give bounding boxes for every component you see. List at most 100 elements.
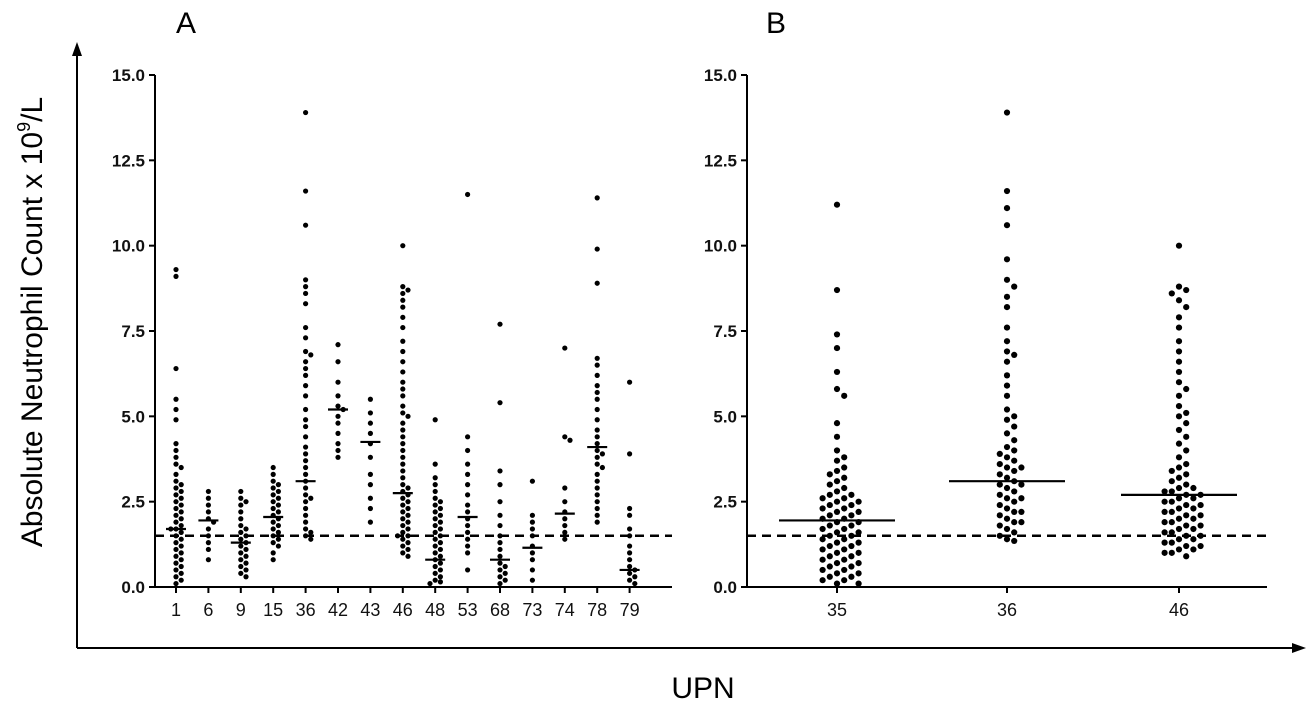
panel-a-data-point — [594, 355, 600, 361]
panel-a-data-point — [178, 563, 184, 570]
panel-b-data-point — [996, 450, 1003, 457]
panel-a-data-point — [303, 492, 309, 498]
panel-a-data-point — [243, 499, 249, 505]
panel-b-data-point — [1183, 304, 1190, 311]
panel-b-y-tick-label: 7.5 — [713, 322, 737, 341]
panel-a-data-point — [400, 543, 406, 549]
panel-a-x-tick-label: 78 — [587, 600, 607, 620]
panel-b-data-point — [848, 573, 855, 580]
panel-a-data-point — [243, 553, 249, 559]
panel-a-data-point — [599, 451, 606, 457]
panel-b-data-point — [1175, 474, 1183, 481]
panel-a-data-point — [632, 574, 638, 580]
panel-a-y-tick-label: 0.0 — [121, 578, 145, 597]
panel-b-data-point — [855, 560, 862, 567]
panel-a-data-point — [367, 430, 373, 436]
panel-b-data-point — [1003, 293, 1011, 300]
panel-a-data-point — [303, 335, 309, 341]
panel-a-data-point — [173, 485, 179, 491]
panel-a-data-point — [594, 471, 600, 477]
panel-a-data-point — [400, 297, 406, 303]
panel-b-data-point — [1175, 536, 1183, 543]
panel-a-data-point — [303, 444, 309, 450]
panel-a-data-point — [173, 567, 179, 573]
panel-b-data-point — [833, 368, 841, 376]
panel-a-data-point — [497, 321, 503, 327]
panel-a-data-point — [529, 519, 536, 525]
panel-b-data-point — [996, 461, 1003, 468]
panel-a-data-point — [465, 509, 471, 515]
panel-a-data-point — [465, 550, 471, 556]
panel-a-data-point — [529, 567, 536, 573]
panel-a-y-tick-label: 10.0 — [112, 237, 145, 256]
panel-b-data-point — [855, 529, 862, 536]
panel-b-data-point — [1175, 454, 1183, 461]
panel-b-data-point — [1003, 443, 1011, 451]
panel-b-data-point — [1168, 519, 1175, 526]
panel-b-data-point — [1175, 505, 1183, 512]
panel-a-data-point — [562, 529, 568, 535]
panel-a-label: A — [176, 7, 196, 40]
panel-a-data-point — [594, 396, 600, 402]
panel-a-data-point — [627, 570, 633, 576]
panel-b-data-point — [1183, 286, 1190, 294]
panel-a-data-point — [594, 383, 600, 389]
panel-b-data-point — [1161, 519, 1168, 526]
panel-a-data-point — [243, 526, 249, 532]
panel-a-x-tick-label: 46 — [393, 600, 413, 620]
panel-b-y-tick-label: 5.0 — [713, 407, 737, 426]
panel-a-data-point — [275, 522, 281, 529]
panel-b-data-point — [826, 501, 833, 509]
panel-a-data-point — [529, 533, 536, 539]
panel-b-data-point — [1161, 549, 1168, 556]
panel-a-data-point — [594, 499, 600, 505]
panel-a-data-point — [400, 403, 406, 409]
panel-b-data-point — [1175, 484, 1183, 492]
panel-a-data-point — [303, 423, 309, 430]
panel-a-data-point — [497, 546, 503, 553]
panel-a-data-point — [275, 509, 281, 515]
panel-a-plot: 0.0 2.5 5.0 7.5 10.0 12.5 15.0 1 6 9 15 36 42 43 46 48 5… — [112, 66, 672, 620]
panel-a-data-point — [400, 359, 406, 365]
panel-a-data-point — [465, 522, 471, 529]
panel-a-data-point — [178, 577, 184, 583]
panel-a-data-point — [335, 403, 341, 409]
panel-a-data-point — [303, 222, 309, 228]
panel-a-data-point — [497, 574, 503, 580]
panel-a-data-point — [562, 516, 568, 522]
panel-b-data-point — [1003, 536, 1011, 543]
panel-a-x-tick-label: 6 — [203, 600, 213, 620]
panel-b-data-point — [1011, 519, 1018, 526]
panel-a-data-point — [173, 574, 179, 580]
panel-a-data-point — [173, 560, 179, 566]
panel-a-data-point — [178, 570, 184, 576]
panel-a-data-point — [465, 543, 471, 549]
panel-a-data-point — [303, 109, 309, 116]
panel-b-data-point — [1183, 471, 1190, 478]
panel-a-data-point — [205, 502, 211, 508]
panel-a-data-point — [367, 495, 373, 501]
panel-b-data-point — [826, 522, 833, 529]
panel-a-data-point — [270, 540, 276, 546]
panel-b-data-point — [1175, 392, 1183, 399]
panel-a-x-tick-label: 15 — [263, 600, 283, 620]
panel-a-data-point — [437, 553, 443, 559]
panel-b-data-point — [841, 556, 848, 563]
panel-a-data-point — [173, 505, 179, 512]
panel-b-data-point — [1175, 379, 1183, 386]
panel-a-data-point — [243, 567, 249, 573]
panel-b-data-point — [1183, 481, 1190, 488]
panel-b-data-point — [1018, 464, 1025, 471]
panel-b-x-tick-label: 36 — [997, 600, 1017, 620]
panel-a-data-point — [529, 512, 536, 518]
panel-b-data-point — [855, 508, 862, 516]
panel-b-data-point — [1197, 532, 1204, 539]
panel-a-data-point — [432, 522, 438, 529]
panel-b-data-point — [833, 447, 841, 454]
panel-a-data-point — [178, 502, 184, 508]
panel-a-data-point — [627, 379, 633, 385]
panel-a-data-point — [497, 499, 503, 505]
panel-a-data-point — [303, 519, 309, 525]
panel-a-data-point — [400, 509, 406, 515]
